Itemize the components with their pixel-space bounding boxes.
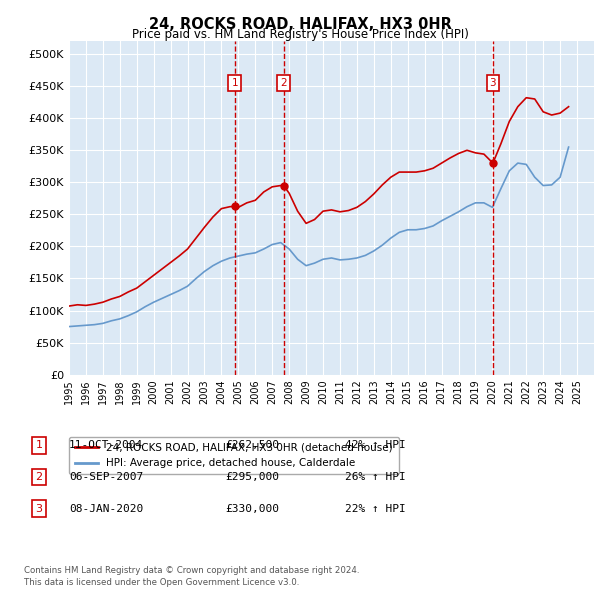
Text: 1: 1 (232, 78, 238, 88)
Legend: 24, ROCKS ROAD, HALIFAX, HX3 0HR (detached house), HPI: Average price, detached : 24, ROCKS ROAD, HALIFAX, HX3 0HR (detach… (69, 437, 400, 474)
Text: £262,500: £262,500 (225, 441, 279, 450)
Text: 3: 3 (35, 504, 43, 513)
Text: 42% ↑ HPI: 42% ↑ HPI (345, 441, 406, 450)
Text: Price paid vs. HM Land Registry's House Price Index (HPI): Price paid vs. HM Land Registry's House … (131, 28, 469, 41)
Text: 2: 2 (280, 78, 287, 88)
Text: 26% ↑ HPI: 26% ↑ HPI (345, 472, 406, 481)
Text: £295,000: £295,000 (225, 472, 279, 481)
Text: 1: 1 (35, 441, 43, 450)
Text: 08-JAN-2020: 08-JAN-2020 (69, 504, 143, 513)
Text: 3: 3 (490, 78, 496, 88)
Text: 2: 2 (35, 472, 43, 481)
Text: 24, ROCKS ROAD, HALIFAX, HX3 0HR: 24, ROCKS ROAD, HALIFAX, HX3 0HR (149, 17, 451, 31)
Text: 11-OCT-2004: 11-OCT-2004 (69, 441, 143, 450)
Text: 06-SEP-2007: 06-SEP-2007 (69, 472, 143, 481)
Text: Contains HM Land Registry data © Crown copyright and database right 2024.
This d: Contains HM Land Registry data © Crown c… (24, 566, 359, 587)
Text: 22% ↑ HPI: 22% ↑ HPI (345, 504, 406, 513)
Text: £330,000: £330,000 (225, 504, 279, 513)
